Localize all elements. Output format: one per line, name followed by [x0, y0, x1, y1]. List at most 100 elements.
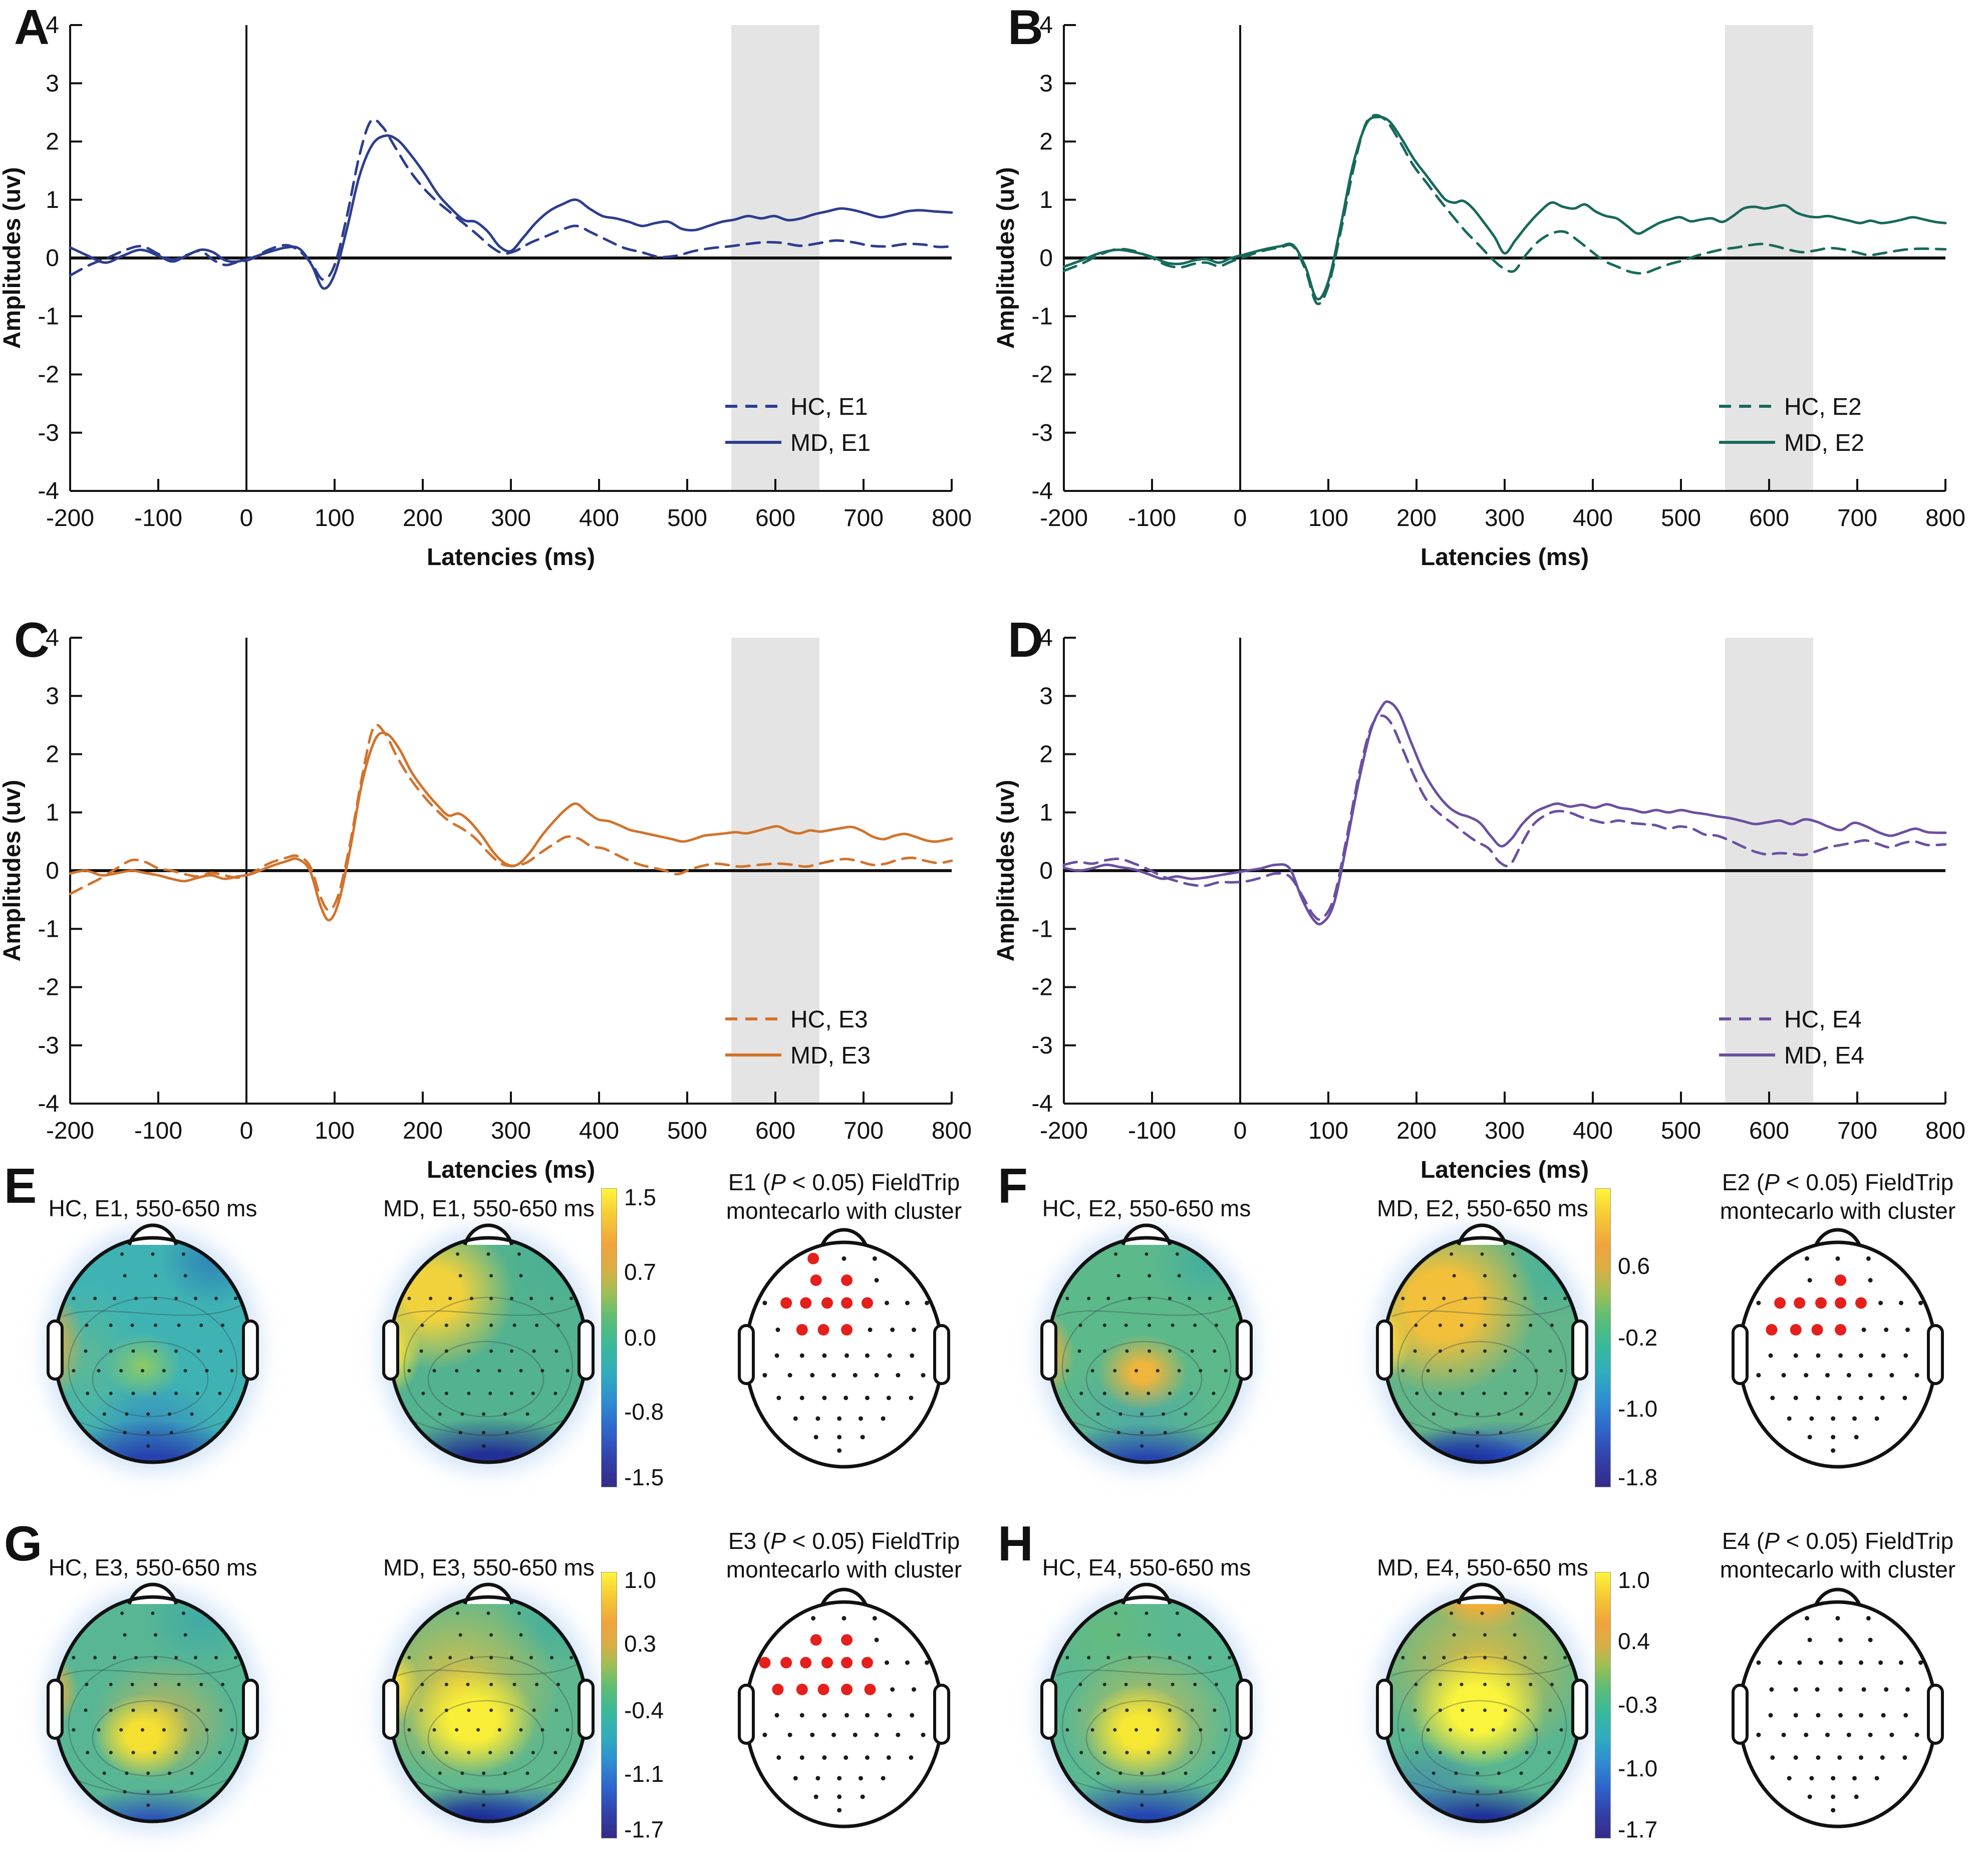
legend-label: MD, E4 — [1784, 1042, 1864, 1069]
x-tick-label: 300 — [1485, 1118, 1525, 1144]
y-tick-label: -4 — [38, 478, 59, 504]
y-axis-label: Amplitudes (uv) — [0, 167, 26, 349]
colorbar-tick-label: 1.0 — [1618, 1566, 1650, 1593]
x-tick-label: 800 — [1925, 505, 1965, 532]
topomap-title: MD, E1, 550-650 ms — [383, 1195, 595, 1221]
nose-icon — [1121, 1223, 1172, 1246]
panel-label-d: D — [1008, 612, 1043, 667]
legend-label: MD, E2 — [1784, 430, 1864, 456]
topo-panel-f: F HC, E2, 550-650 ms MD, E2, 550-650 ms … — [994, 1147, 1988, 1501]
x-tick-label: 100 — [315, 1118, 355, 1144]
erp-curve-solid — [69, 134, 953, 290]
contour-lines — [62, 1656, 246, 1796]
y-tick-label: 3 — [46, 70, 59, 97]
x-tick-label: 400 — [579, 505, 619, 532]
x-tick-label: -200 — [46, 505, 94, 532]
x-tick-label: 300 — [491, 505, 531, 532]
panel-label-g: G — [4, 1516, 43, 1571]
legend-label: HC, E3 — [790, 1006, 868, 1033]
right-ear-icon — [1571, 1679, 1588, 1740]
x-tick-label: 100 — [1308, 505, 1348, 532]
y-tick-label: 3 — [46, 683, 59, 709]
x-tick-label: -200 — [46, 1118, 94, 1144]
legend-label: MD, E1 — [790, 430, 871, 456]
erp-panel-b: B 4 3 2 1 0 -1 -2 -3 -4 -200 -100 0 100 200 300 400 500 6… — [993, 0, 1988, 586]
panel-label-e: E — [4, 1158, 37, 1213]
colorbar-e: 1.5 0.7 0.0 -0.8 -1.5 — [601, 1184, 701, 1490]
head-outline-icon — [382, 1582, 595, 1823]
nose-icon — [1121, 1582, 1172, 1605]
y-tick-label: -3 — [38, 1032, 59, 1059]
right-ear-icon — [1236, 1679, 1253, 1740]
sig-map-e4: E4 (P < 0.05) FieldTrip montecarlo with c… — [1705, 1527, 1970, 1828]
erp-chart-e3: 4 3 2 1 0 -1 -2 -3 -4-200 -100 0 100 200 300 400 500 600… — [0, 625, 972, 1183]
y-tick-label: 1 — [1039, 187, 1053, 213]
topomap-scalp-field — [1384, 1597, 1580, 1821]
head-outline-icon — [1376, 1223, 1588, 1464]
topomap-title: HC, E4, 550-650 ms — [1042, 1554, 1251, 1580]
panel-label-c: C — [14, 612, 50, 667]
nose-icon — [463, 1223, 514, 1246]
x-axis-label: Latencies (ms) — [1421, 544, 1589, 571]
colorbar-gradient — [601, 1188, 617, 1487]
topomap-title: HC, E3, 550-650 ms — [48, 1554, 257, 1580]
topomap-scalp-field — [55, 1238, 251, 1462]
sig-map-e2: E2 (P < 0.05) FieldTrip montecarlo with c… — [1705, 1168, 1970, 1469]
panel-label-b: B — [1008, 0, 1043, 55]
colorbar-tick-label: -1.8 — [1618, 1464, 1658, 1491]
x-tick-label: 700 — [843, 1118, 884, 1144]
topomap-title: HC, E1, 550-650 ms — [48, 1195, 257, 1221]
left-ear-icon — [738, 1684, 755, 1745]
x-tick-label: -200 — [1040, 1118, 1088, 1144]
y-tick-label: -4 — [1031, 1091, 1053, 1117]
panel-label-a: A — [14, 0, 50, 55]
topomap-hc-e3: HC, E3, 550-650 ms — [47, 1554, 259, 1823]
left-ear-icon — [1040, 1679, 1057, 1740]
x-axis-label: Latencies (ms) — [427, 544, 595, 571]
legend-label: HC, E1 — [790, 394, 868, 420]
x-tick-label: 200 — [1396, 505, 1437, 532]
colorbar-tick-label: 1.0 — [624, 1566, 656, 1593]
y-tick-label: 0 — [46, 245, 59, 272]
sig-head-icon — [1732, 1228, 1944, 1469]
y-tick-label: -3 — [38, 420, 59, 446]
erp-panel-a: A 4 3 2 1 0 -1 -2 -3 -4 -200 -100 0 100 200 300 400 500 6… — [0, 3, 994, 586]
contour-lines — [1391, 1656, 1575, 1796]
topomap-scalp-field — [55, 1597, 251, 1821]
y-tick-label: 0 — [46, 858, 59, 884]
y-axis-label: Amplitudes (uv) — [993, 780, 1019, 962]
right-ear-icon — [1927, 1324, 1944, 1385]
panel-label-f: F — [998, 1158, 1028, 1213]
x-tick-label: 600 — [755, 1118, 795, 1144]
x-tick-label: 200 — [1396, 1118, 1437, 1144]
y-tick-label: -2 — [38, 362, 59, 388]
colorbar-tick-label: 0.6 — [1618, 1252, 1650, 1279]
topomap-scalp-field — [1048, 1597, 1245, 1821]
x-tick-label: 700 — [1837, 1118, 1877, 1144]
colorbar-g: 1.0 0.3 -0.4 -1.1 -1.7 — [601, 1567, 701, 1842]
x-tick-label: 300 — [491, 1118, 531, 1144]
right-ear-icon — [933, 1324, 950, 1385]
y-tick-label: -4 — [38, 1091, 59, 1117]
y-tick-label: -1 — [1031, 303, 1053, 330]
x-tick-label: 500 — [667, 505, 707, 532]
left-ear-icon — [1732, 1684, 1749, 1745]
colorbar-gradient — [1595, 1188, 1611, 1487]
head-outline-icon — [47, 1582, 259, 1823]
y-axis-label: Amplitudes (uv) — [993, 167, 1019, 349]
x-tick-label: 400 — [1573, 505, 1613, 532]
x-tick-label: -100 — [134, 505, 182, 532]
erp-curve-solid — [69, 731, 953, 922]
nose-icon — [1457, 1223, 1508, 1246]
sig-head-icon — [738, 1588, 950, 1828]
x-tick-label: 500 — [1661, 505, 1701, 532]
x-tick-label: 0 — [240, 1118, 253, 1144]
x-tick-label: 0 — [240, 505, 253, 532]
x-tick-label: 800 — [932, 505, 972, 532]
x-tick-label: 500 — [1661, 1118, 1701, 1144]
topo-panel-g: G HC, E3, 550-650 ms MD, E3, 550-650 ms … — [0, 1498, 994, 1852]
colorbar-tick-label: -0.8 — [624, 1399, 664, 1425]
colorbar-tick-label: 0.3 — [624, 1631, 656, 1657]
erp-curve-dashed — [69, 118, 953, 281]
colorbar-tick-label: -0.3 — [1618, 1692, 1658, 1718]
